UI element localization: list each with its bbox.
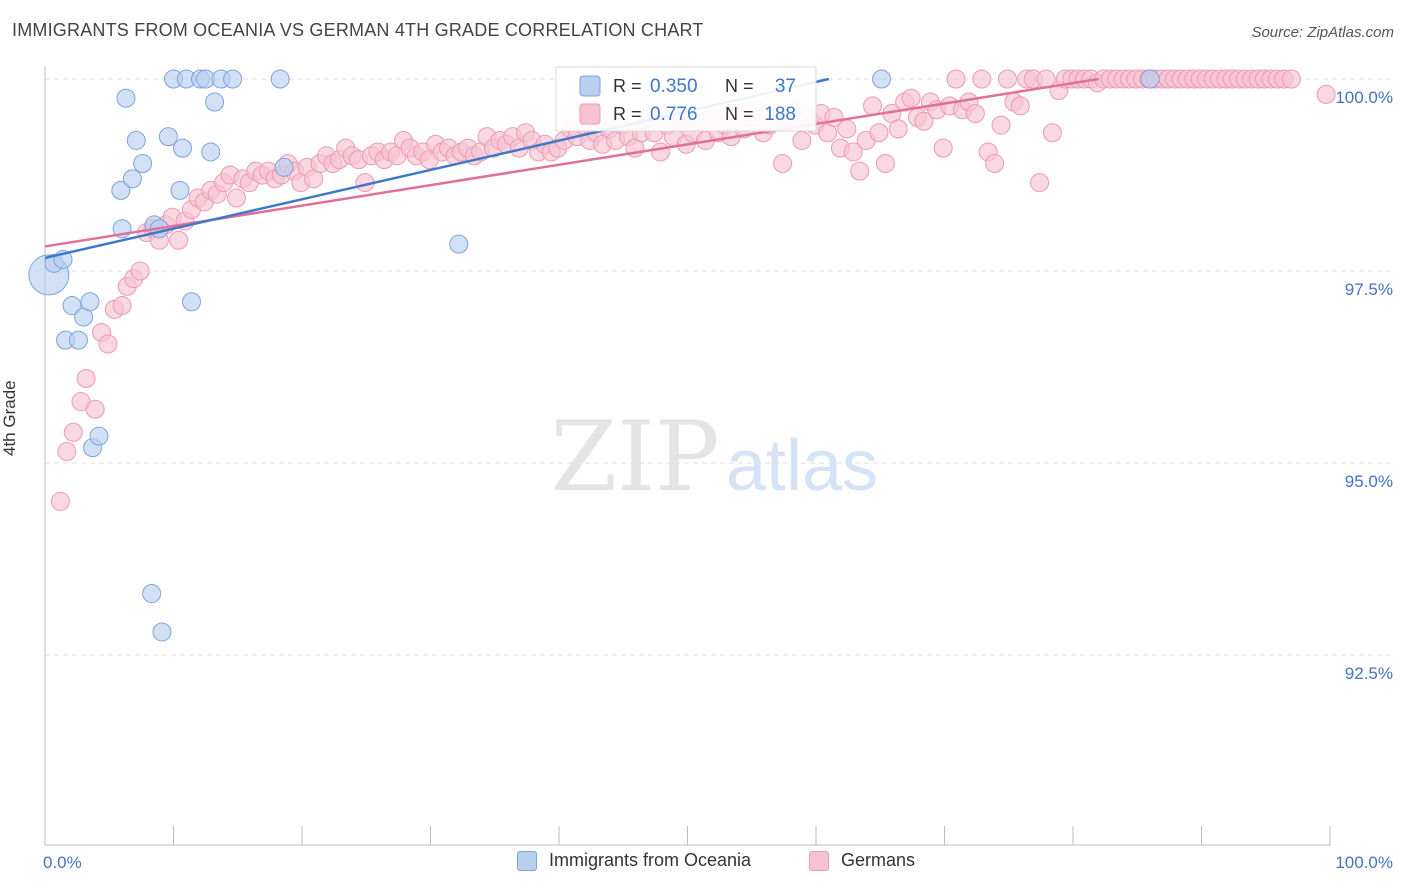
oceania-point <box>122 169 142 189</box>
n-value: 37 <box>775 76 796 97</box>
oceania-point <box>152 622 172 642</box>
germans-point <box>226 188 246 208</box>
oceania-point <box>89 426 109 446</box>
germans-point <box>863 96 883 116</box>
legend-item-germans: Germans <box>809 850 915 871</box>
oceania-point <box>126 130 146 150</box>
germans-point <box>98 334 118 354</box>
r-value: 0.350 <box>650 76 698 97</box>
oceania-point <box>170 180 190 200</box>
x-tick-label: 0.0% <box>43 853 82 872</box>
n-label: N = <box>725 104 754 124</box>
germans-point <box>76 369 96 389</box>
germans-point <box>965 104 985 124</box>
oceania-point <box>1140 69 1160 89</box>
oceania-point <box>449 234 469 254</box>
germans-point <box>991 115 1011 135</box>
y-axis-label: 4th Grade <box>0 380 19 456</box>
legend-item-oceania: Immigrants from Oceania <box>517 850 751 871</box>
oceania-point <box>201 142 221 162</box>
oceania-point <box>62 296 82 316</box>
watermark-zip: ZIP <box>550 401 719 513</box>
oceania-point <box>223 69 243 89</box>
germans-point <box>85 399 105 419</box>
oceania-point <box>116 88 136 108</box>
germans-point <box>875 153 895 173</box>
axis-layer: 100.0% 97.5% 95.0% 92.5% 0.0% 100.0% <box>43 66 1393 872</box>
germans-point <box>837 119 857 139</box>
oceania-point <box>172 138 192 158</box>
germans-point <box>130 261 150 281</box>
germans-point <box>850 161 870 181</box>
r-value: 0.776 <box>650 104 698 125</box>
germans-point <box>169 230 189 250</box>
oceania-point <box>133 153 153 173</box>
germans-point <box>914 111 934 131</box>
oceania-point <box>872 69 892 89</box>
oceania-point <box>274 157 294 177</box>
germans-point <box>972 69 992 89</box>
germans-point <box>997 69 1017 89</box>
oceania-point <box>181 292 201 312</box>
r-label: R = <box>613 104 642 124</box>
stats-box: R = 0.350 N = 37 R = 0.776 N = 188 <box>555 66 817 132</box>
y-tick-label: 100.0% <box>1335 88 1393 107</box>
oceania-point <box>111 180 131 200</box>
germans-point <box>985 153 1005 173</box>
germans-point <box>50 491 70 511</box>
germans-point <box>57 441 77 461</box>
r-label: R = <box>613 76 642 96</box>
stats-swatch <box>579 103 601 125</box>
y-tick-label: 95.0% <box>1345 472 1393 491</box>
n-label: N = <box>725 76 754 96</box>
chart-source: Source: ZipAtlas.com <box>1251 24 1394 41</box>
stats-swatch <box>579 75 601 97</box>
oceania-point <box>158 127 178 147</box>
germans-point <box>1042 123 1062 143</box>
y-tick-label: 97.5% <box>1345 280 1393 299</box>
germans-point <box>946 69 966 89</box>
germans-point <box>1030 173 1050 193</box>
germans-point <box>1281 69 1301 89</box>
germans-point <box>1010 96 1030 116</box>
germans-point <box>792 130 812 150</box>
x-tick-label: 100.0% <box>1335 853 1393 872</box>
grid-layer <box>45 78 1395 656</box>
oceania-point <box>80 292 100 312</box>
legend: Immigrants from Oceania Germans <box>0 850 1406 880</box>
germans-point <box>901 88 921 108</box>
germans-point <box>888 119 908 139</box>
germans-point <box>843 142 863 162</box>
points-layer <box>28 69 1336 642</box>
legend-swatch-blue <box>517 850 537 871</box>
legend-swatch-pink <box>809 850 829 871</box>
oceania-point <box>270 69 290 89</box>
germans-point <box>1316 84 1336 104</box>
germans-point <box>112 296 132 316</box>
germans-point <box>933 138 953 158</box>
chart-title: IMMIGRANTS FROM OCEANIA VS GERMAN 4TH GR… <box>12 20 704 40</box>
germans-point <box>773 153 793 173</box>
germans-point <box>63 422 83 442</box>
oceania-point <box>205 92 225 112</box>
legend-label-oceania: Immigrants from Oceania <box>549 850 752 870</box>
watermark-atlas: atlas <box>726 426 878 506</box>
y-tick-label: 92.5% <box>1345 664 1393 683</box>
germans-point <box>651 142 671 162</box>
n-value: 188 <box>764 104 796 125</box>
germans-point <box>869 123 889 143</box>
oceania-point <box>68 330 88 350</box>
legend-label-germans: Germans <box>841 850 916 870</box>
oceania-point <box>142 584 162 604</box>
watermark: ZIP atlas <box>550 401 878 513</box>
